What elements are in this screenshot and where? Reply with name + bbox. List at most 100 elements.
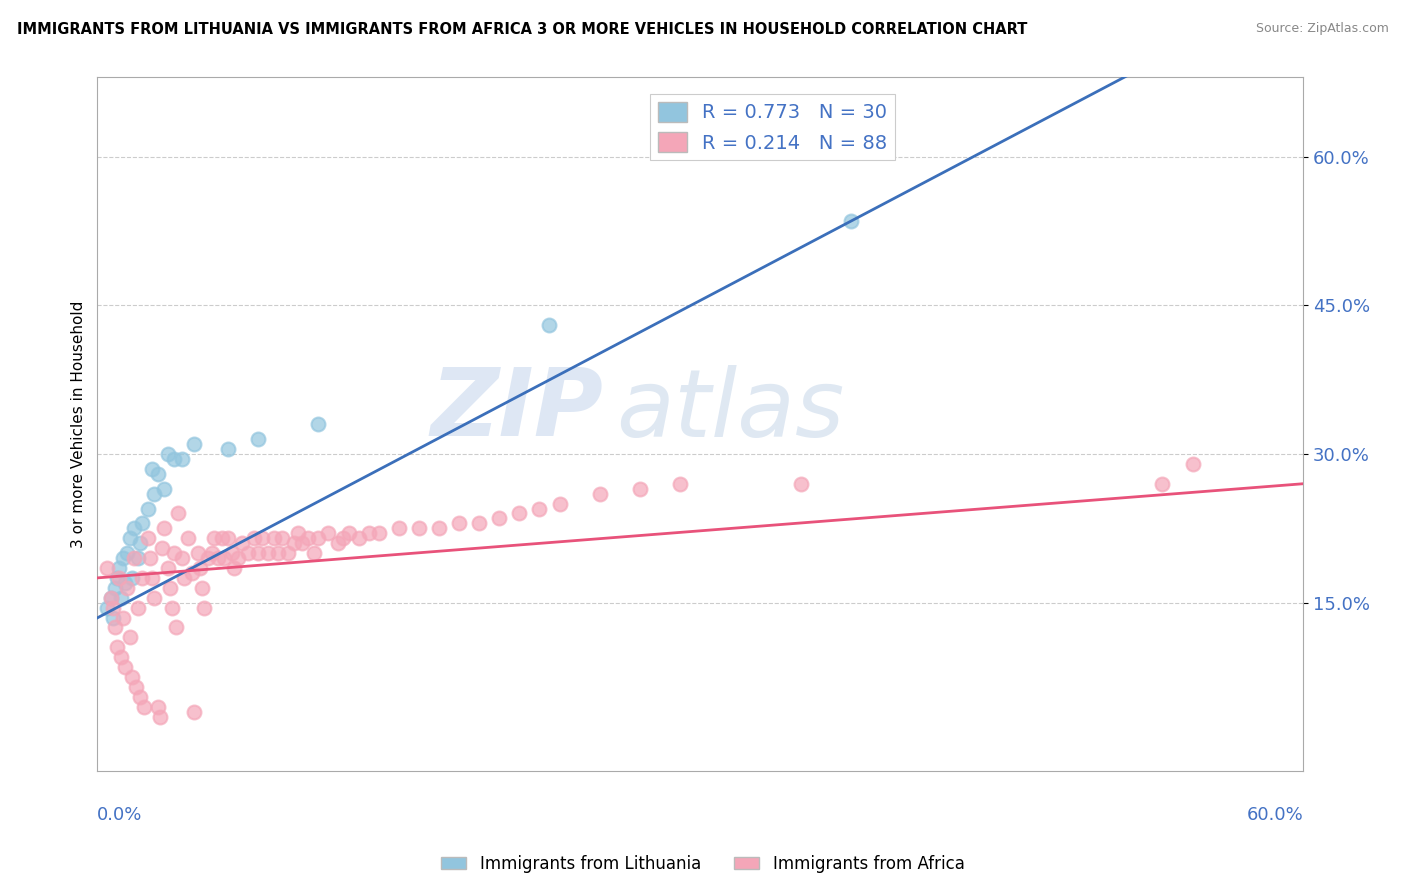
- Point: [138, 551, 160, 566]
- Point: [100, 591, 122, 605]
- Point: [136, 531, 159, 545]
- Point: [193, 600, 215, 615]
- Point: [789, 476, 811, 491]
- Point: [136, 501, 159, 516]
- Text: Source: ZipAtlas.com: Source: ZipAtlas.com: [1256, 22, 1389, 36]
- Point: [152, 521, 174, 535]
- Point: [121, 670, 143, 684]
- Point: [117, 546, 139, 560]
- Point: [117, 581, 139, 595]
- Point: [100, 591, 122, 605]
- Point: [165, 620, 187, 634]
- Y-axis label: 3 or more Vehicles in Household: 3 or more Vehicles in Household: [72, 301, 86, 548]
- Point: [177, 531, 200, 545]
- Point: [287, 526, 309, 541]
- Point: [257, 546, 280, 560]
- Point: [110, 650, 132, 665]
- Point: [332, 531, 354, 545]
- Point: [236, 546, 259, 560]
- Point: [548, 497, 571, 511]
- Point: [307, 531, 329, 545]
- Point: [538, 318, 561, 333]
- Point: [1181, 457, 1204, 471]
- Point: [107, 571, 129, 585]
- Point: [217, 442, 239, 456]
- Point: [247, 546, 270, 560]
- Point: [589, 486, 612, 500]
- Point: [212, 551, 235, 566]
- Point: [191, 581, 214, 595]
- Point: [180, 566, 202, 580]
- Point: [183, 437, 205, 451]
- Point: [149, 709, 172, 723]
- Point: [669, 476, 692, 491]
- Legend: R = 0.773   N = 30, R = 0.214   N = 88: R = 0.773 N = 30, R = 0.214 N = 88: [650, 94, 896, 161]
- Point: [197, 551, 219, 566]
- Point: [488, 511, 510, 525]
- Point: [110, 591, 132, 605]
- Point: [103, 610, 125, 624]
- Point: [408, 521, 430, 535]
- Point: [107, 640, 129, 655]
- Point: [250, 531, 273, 545]
- Point: [96, 600, 118, 615]
- Point: [156, 447, 179, 461]
- Point: [127, 551, 149, 566]
- Point: [231, 536, 253, 550]
- Point: [328, 536, 350, 550]
- Point: [131, 571, 153, 585]
- Point: [222, 561, 245, 575]
- Point: [173, 571, 195, 585]
- Point: [283, 536, 305, 550]
- Point: [121, 571, 143, 585]
- Point: [103, 600, 125, 615]
- Point: [142, 591, 165, 605]
- Point: [163, 546, 186, 560]
- Point: [108, 561, 131, 575]
- Point: [104, 581, 127, 595]
- Point: [839, 214, 862, 228]
- Point: [337, 526, 360, 541]
- Point: [202, 531, 225, 545]
- Point: [131, 516, 153, 531]
- Point: [122, 551, 145, 566]
- Point: [141, 571, 163, 585]
- Point: [108, 571, 131, 585]
- Point: [160, 600, 183, 615]
- Point: [127, 600, 149, 615]
- Point: [297, 531, 319, 545]
- Point: [122, 521, 145, 535]
- Point: [118, 631, 141, 645]
- Point: [114, 660, 136, 674]
- Point: [508, 507, 530, 521]
- Point: [159, 581, 181, 595]
- Point: [427, 521, 450, 535]
- Point: [307, 417, 329, 432]
- Point: [226, 551, 249, 566]
- Point: [304, 546, 326, 560]
- Text: ZIP: ZIP: [430, 365, 603, 457]
- Point: [118, 531, 141, 545]
- Point: [183, 705, 205, 719]
- Point: [449, 516, 471, 531]
- Point: [96, 561, 118, 575]
- Point: [170, 452, 193, 467]
- Point: [271, 531, 294, 545]
- Point: [247, 432, 270, 446]
- Point: [128, 536, 150, 550]
- Point: [211, 531, 233, 545]
- Text: atlas: atlas: [616, 365, 844, 456]
- Point: [128, 690, 150, 704]
- Point: [468, 516, 491, 531]
- Point: [142, 486, 165, 500]
- Legend: Immigrants from Lithuania, Immigrants from Africa: Immigrants from Lithuania, Immigrants fr…: [434, 848, 972, 880]
- Point: [112, 551, 135, 566]
- Point: [529, 501, 551, 516]
- Point: [291, 536, 314, 550]
- Point: [1152, 476, 1174, 491]
- Point: [104, 620, 127, 634]
- Point: [347, 531, 370, 545]
- Text: IMMIGRANTS FROM LITHUANIA VS IMMIGRANTS FROM AFRICA 3 OR MORE VEHICLES IN HOUSEH: IMMIGRANTS FROM LITHUANIA VS IMMIGRANTS …: [17, 22, 1028, 37]
- Point: [318, 526, 340, 541]
- Text: 0.0%: 0.0%: [97, 805, 143, 824]
